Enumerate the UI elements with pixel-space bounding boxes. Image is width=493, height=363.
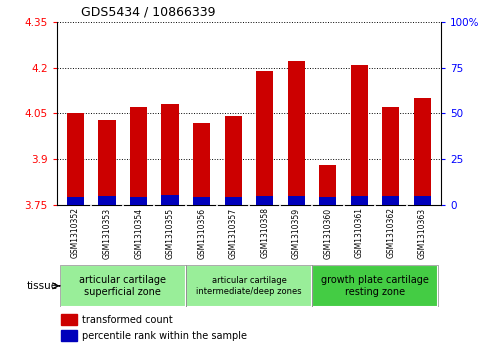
Bar: [99, 196, 116, 205]
Text: transformed count: transformed count: [82, 314, 173, 325]
Bar: [224, 196, 242, 205]
Bar: [256, 196, 274, 205]
Bar: [67, 114, 84, 205]
Text: GSM1310354: GSM1310354: [134, 208, 143, 258]
Bar: [287, 61, 305, 205]
Text: percentile rank within the sample: percentile rank within the sample: [82, 331, 247, 341]
Bar: [382, 196, 399, 205]
Bar: [414, 98, 431, 205]
Bar: [162, 104, 179, 205]
Bar: [382, 107, 399, 205]
Bar: [130, 107, 147, 205]
Bar: [60, 265, 186, 307]
Bar: [193, 123, 211, 205]
Bar: [130, 196, 147, 205]
Bar: [162, 195, 179, 205]
Text: GSM1310363: GSM1310363: [418, 208, 427, 258]
Text: GSM1310356: GSM1310356: [197, 208, 206, 258]
Bar: [186, 265, 312, 307]
Text: GSM1310360: GSM1310360: [323, 208, 332, 258]
Bar: [61, 314, 77, 325]
Text: GSM1310359: GSM1310359: [292, 208, 301, 258]
Bar: [99, 119, 116, 205]
Bar: [67, 197, 84, 205]
Bar: [256, 71, 274, 205]
Text: GSM1310358: GSM1310358: [260, 208, 269, 258]
Bar: [319, 197, 336, 205]
Bar: [351, 196, 368, 205]
Text: articular cartilage
intermediate/deep zones: articular cartilage intermediate/deep zo…: [196, 276, 302, 295]
Text: growth plate cartilage
resting zone: growth plate cartilage resting zone: [321, 275, 429, 297]
Text: tissue: tissue: [26, 281, 57, 291]
Bar: [186, 265, 312, 307]
Bar: [287, 196, 305, 205]
Text: GSM1310357: GSM1310357: [229, 208, 238, 258]
Bar: [319, 166, 336, 205]
Bar: [224, 117, 242, 205]
Text: GDS5434 / 10866339: GDS5434 / 10866339: [81, 5, 216, 18]
Bar: [193, 196, 211, 205]
Bar: [312, 265, 438, 307]
Text: GSM1310355: GSM1310355: [166, 208, 175, 258]
Text: GSM1310352: GSM1310352: [71, 208, 80, 258]
Bar: [351, 65, 368, 205]
Text: GSM1310361: GSM1310361: [355, 208, 364, 258]
Text: articular cartilage
superficial zone: articular cartilage superficial zone: [79, 275, 166, 297]
Bar: [61, 330, 77, 341]
Text: GSM1310362: GSM1310362: [387, 208, 395, 258]
Bar: [312, 265, 438, 307]
Bar: [414, 196, 431, 205]
Bar: [60, 265, 186, 307]
Text: GSM1310353: GSM1310353: [103, 208, 111, 258]
